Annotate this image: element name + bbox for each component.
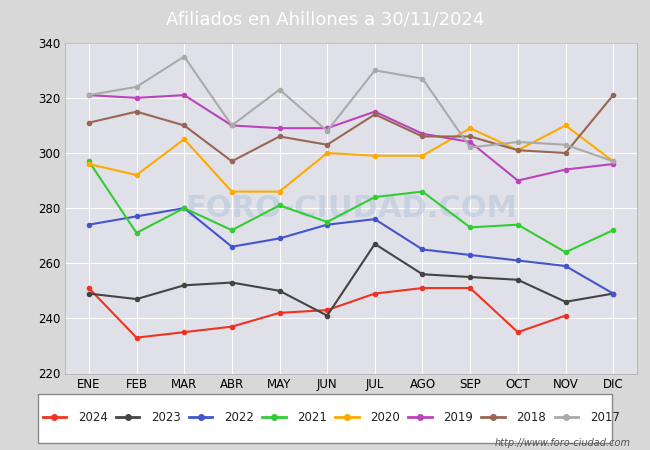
Text: Afiliados en Ahillones a 30/11/2024: Afiliados en Ahillones a 30/11/2024 xyxy=(166,10,484,28)
Text: 2018: 2018 xyxy=(517,411,547,424)
FancyBboxPatch shape xyxy=(38,394,612,443)
Text: 2019: 2019 xyxy=(443,411,473,424)
Text: 2020: 2020 xyxy=(370,411,400,424)
Text: http://www.foro-ciudad.com: http://www.foro-ciudad.com xyxy=(495,438,630,448)
Text: 2017: 2017 xyxy=(590,411,619,424)
Text: FORO-CIUDAD.COM: FORO-CIUDAD.COM xyxy=(185,194,517,223)
Text: 2024: 2024 xyxy=(78,411,108,424)
Text: 2021: 2021 xyxy=(297,411,327,424)
Text: 2023: 2023 xyxy=(151,411,181,424)
Text: 2022: 2022 xyxy=(224,411,254,424)
